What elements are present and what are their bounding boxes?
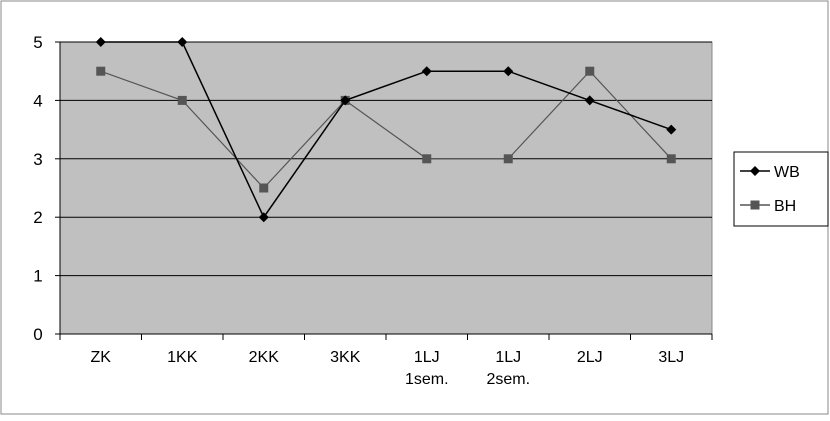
data-point (585, 66, 595, 76)
x-tick-label: 1LJ 1sem. (405, 349, 449, 388)
x-tick-label-line: 1KK (167, 349, 198, 366)
x-tick-label-line: 3LJ (658, 349, 684, 366)
x-tick-label-line: 2sem. (486, 371, 530, 388)
x-tick-label: 1KK (167, 349, 198, 366)
axes: 0 1 2 3 4 5 ZK 1KK 2KK 3KK 1LJ 1sem. 1LJ 2sem. 2LJ 3LJ (33, 33, 713, 388)
legend-label: WB (774, 164, 800, 181)
series (95, 37, 677, 223)
data-point (503, 154, 513, 164)
y-tick-label: 0 (33, 325, 42, 344)
x-tick-label: 2LJ (577, 349, 603, 366)
x-tick-label-line: ZK (91, 349, 112, 366)
series-line (100, 41, 672, 219)
x-tick-label-line: 1LJ (495, 349, 521, 366)
plot-area (59, 41, 713, 335)
x-tick-label-line: 2LJ (577, 349, 603, 366)
legend-item-bh: BH (740, 198, 796, 215)
x-tick-label-line: 3KK (330, 349, 361, 366)
x-tick-label-line: 1sem. (405, 371, 449, 388)
x-tick-label: 2KK (249, 349, 280, 366)
data-point (666, 124, 677, 135)
legend-item-wb: WB (740, 164, 800, 181)
data-point (750, 200, 760, 210)
y-tick-label: 3 (33, 150, 42, 169)
legend-label: BH (774, 198, 796, 215)
y-tick-label: 4 (33, 91, 42, 110)
data-point (666, 154, 676, 164)
data-point (96, 66, 106, 76)
data-point (95, 37, 106, 47)
y-tick-label: 1 (33, 267, 42, 286)
data-point (258, 212, 269, 223)
x-tick-label-line: 1LJ (414, 349, 440, 366)
legend-box (733, 151, 829, 227)
data-point (177, 95, 187, 105)
x-tick-label: ZK (91, 349, 112, 366)
data-point (503, 66, 514, 77)
x-tick-label-line: 2KK (249, 349, 280, 366)
data-point (177, 37, 188, 47)
series-line (100, 70, 672, 189)
data-point (750, 166, 760, 176)
x-tick-label: 1LJ 2sem. (486, 349, 530, 388)
data-point (421, 66, 432, 77)
data-point (259, 183, 269, 193)
data-point (340, 95, 351, 106)
x-tick-label: 3KK (330, 349, 361, 366)
x-tick-label: 3LJ (658, 349, 684, 366)
data-point (422, 154, 432, 164)
series-wb (95, 37, 677, 223)
y-tick-label: 5 (33, 33, 42, 52)
legend: WB BH (733, 151, 829, 227)
data-point (584, 95, 595, 106)
y-tick-label: 2 (33, 208, 42, 227)
